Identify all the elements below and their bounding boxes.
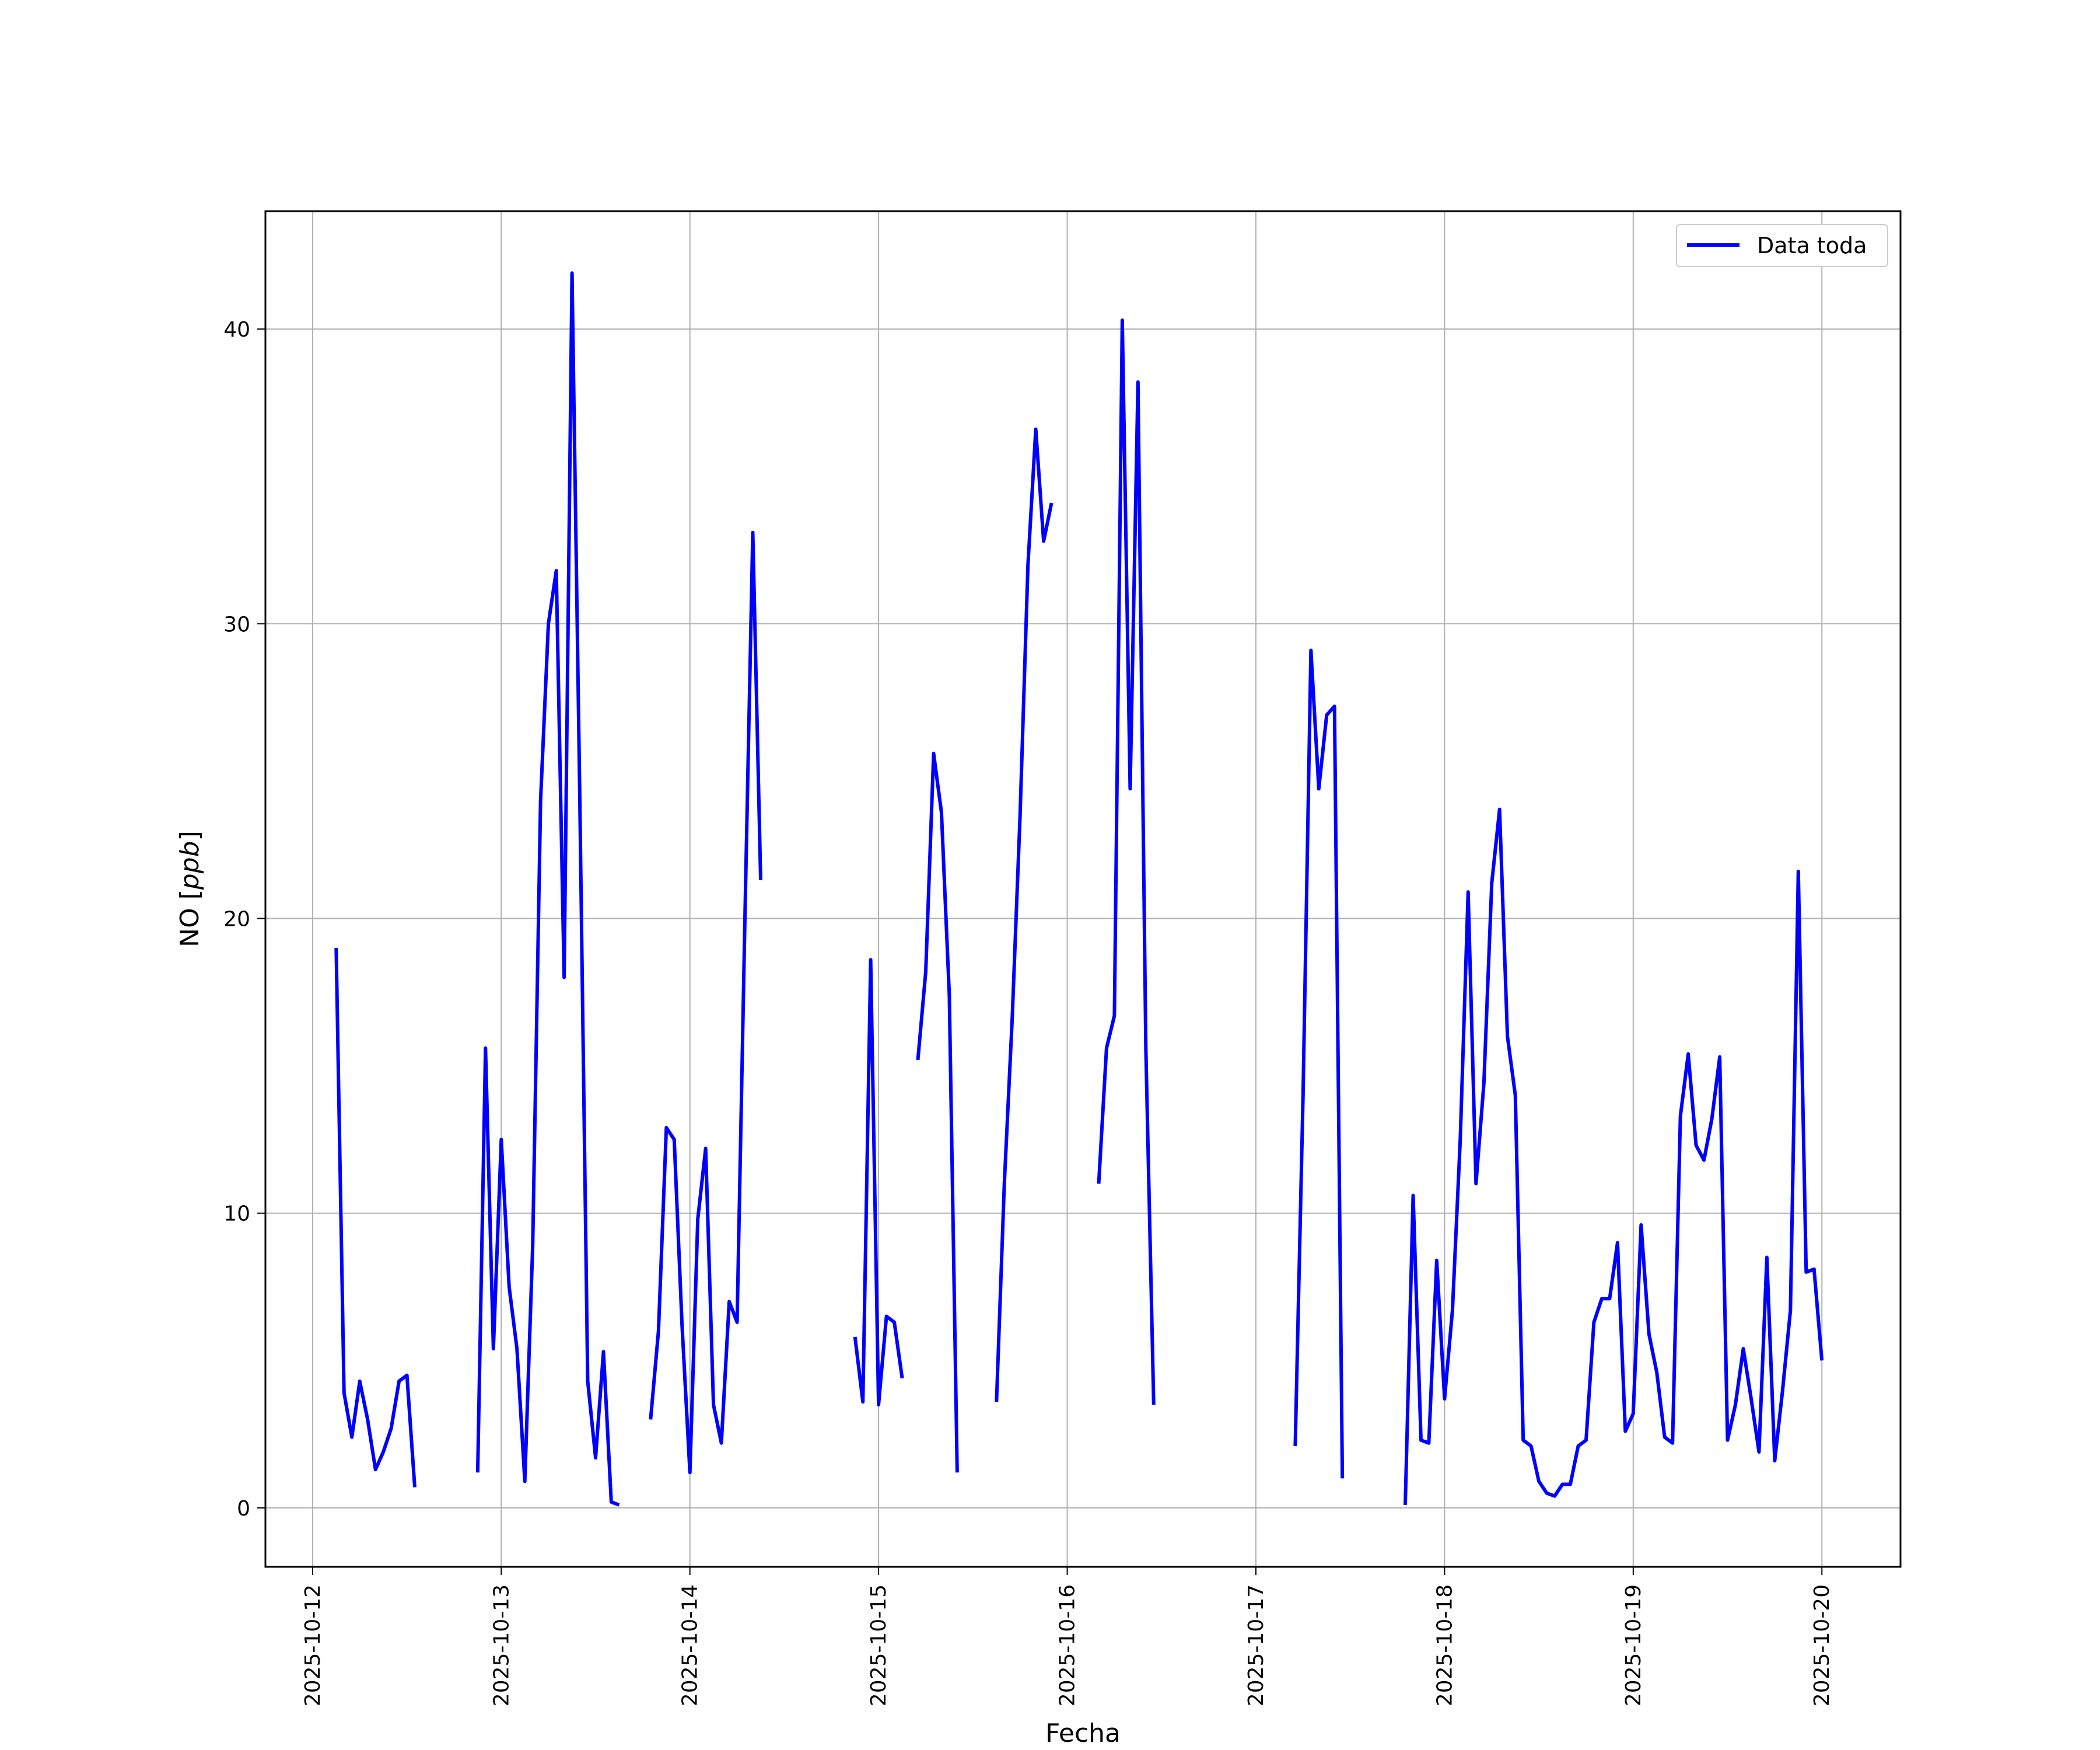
series-line-segment	[1293, 648, 1345, 1479]
x-tick-label: 2025-10-13	[489, 1584, 513, 1706]
x-tick-label: 2025-10-20	[1810, 1584, 1834, 1706]
series-line-segment	[1097, 318, 1156, 1405]
y-axis-label-unit-open: [	[175, 890, 205, 900]
x-tick-label: 2025-10-19	[1622, 1584, 1646, 1706]
series-line-segment	[1404, 807, 1824, 1505]
y-axis-label-unit: ppb	[175, 841, 205, 890]
y-axis-label-text: NO	[175, 900, 205, 947]
x-tick-label: 2025-10-18	[1433, 1584, 1457, 1706]
axis-ticks: 2025-10-12 2025-10-13 2025-10-14 2025-10-15…	[223, 318, 1834, 1706]
y-tick-label: 10	[223, 1202, 250, 1226]
y-tick-label: 0	[237, 1497, 250, 1521]
y-tick-label: 20	[223, 908, 250, 932]
y-tick-label: 40	[223, 318, 250, 342]
series-line-segment	[334, 947, 416, 1488]
x-tick-label: 2025-10-12	[301, 1584, 325, 1706]
x-tick-label: 2025-10-14	[678, 1584, 702, 1706]
series-line-segment	[475, 271, 620, 1507]
x-tick-label: 2025-10-16	[1056, 1584, 1080, 1706]
y-axis-label: NO [ppb]	[175, 831, 205, 947]
y-axis-label-unit-close: ]	[175, 831, 205, 841]
plot-area-frame	[264, 210, 1902, 1568]
series-line-segment	[853, 958, 904, 1407]
series-0	[334, 271, 1824, 1507]
series-line-segment	[995, 427, 1054, 1402]
legend-box	[1676, 224, 1888, 267]
series-line-segment	[649, 530, 762, 1475]
series-line-segment	[916, 751, 959, 1473]
x-tick-label: 2025-10-15	[867, 1584, 891, 1706]
legend-label-data-toda: Data toda	[1757, 233, 1867, 258]
legend: Data toda	[1676, 224, 1888, 267]
x-tick-label: 2025-10-17	[1244, 1584, 1268, 1706]
y-tick-label: 30	[223, 612, 250, 636]
grid	[265, 211, 1901, 1567]
series-layer	[334, 271, 1824, 1507]
x-axis-label: Fecha	[1045, 1718, 1121, 1748]
